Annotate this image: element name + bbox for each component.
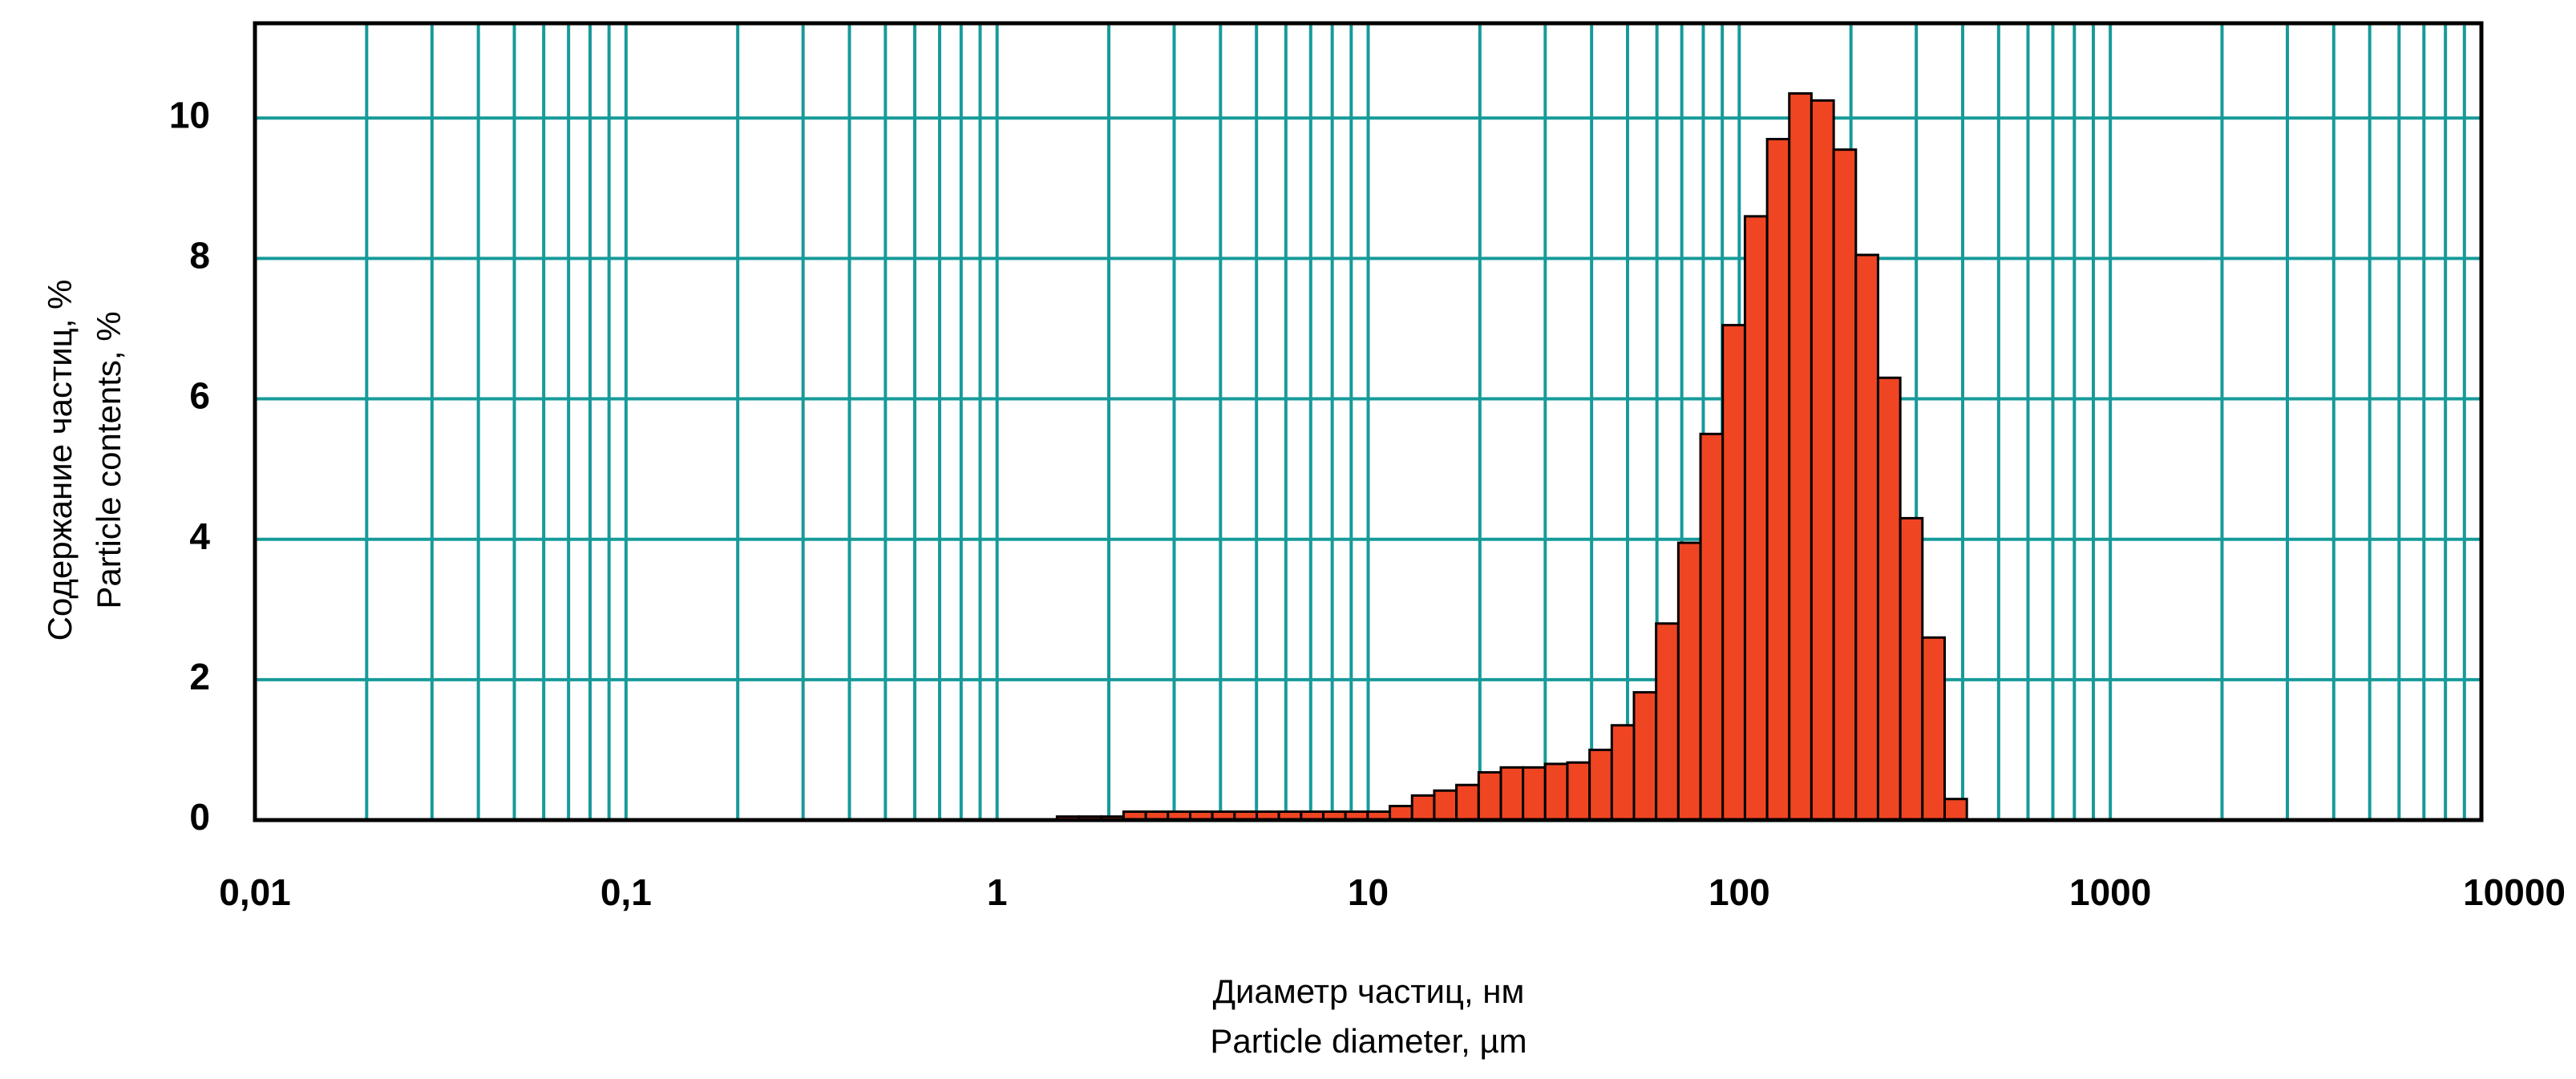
bar <box>1477 770 1502 822</box>
bar <box>1832 148 1858 822</box>
y-tick-label: 2 <box>189 656 210 697</box>
y-axis-title: Particle contents, % <box>90 311 127 608</box>
bar <box>1921 636 1947 822</box>
y-tick-label: 4 <box>189 515 210 557</box>
bar <box>1543 762 1569 822</box>
y-tick-label: 0 <box>189 796 210 838</box>
bar <box>1788 92 1813 822</box>
bar <box>1943 798 1968 822</box>
y-tick-label: 10 <box>169 94 210 135</box>
bar <box>1433 789 1458 822</box>
x-tick-label: 10000 <box>2463 871 2566 913</box>
x-tick-label: 0,01 <box>219 871 291 913</box>
x-tick-label: 10 <box>1348 871 1389 913</box>
bar <box>1610 724 1636 822</box>
x-tick-label: 1 <box>987 871 1008 913</box>
bar <box>1455 783 1480 822</box>
bar <box>1632 691 1658 822</box>
y-axis-title: Содержание частиц, % <box>41 280 79 641</box>
x-tick-label: 1000 <box>2069 871 2151 913</box>
bar <box>1876 376 1902 822</box>
bar <box>1810 99 1835 822</box>
bar <box>1655 622 1680 822</box>
bar <box>1389 804 1413 822</box>
bar <box>1743 215 1769 822</box>
x-axis-title: Particle diameter, µm <box>1210 1022 1527 1060</box>
bar <box>1676 541 1702 822</box>
bar <box>1899 516 1924 822</box>
x-tick-label: 100 <box>1709 871 1770 913</box>
bar <box>1699 432 1725 822</box>
y-tick-label: 6 <box>189 375 210 417</box>
bar <box>1499 766 1525 822</box>
bar <box>1566 761 1591 822</box>
x-tick-label: 0,1 <box>601 871 652 913</box>
bar <box>1522 766 1547 822</box>
bar <box>1410 794 1436 822</box>
bar <box>1588 748 1613 822</box>
x-axis-title: Диаметр частиц, нм <box>1213 972 1525 1010</box>
bar <box>1721 324 1746 822</box>
bar <box>1765 138 1791 822</box>
plot-frame <box>253 21 2484 822</box>
bar <box>1854 253 1879 822</box>
y-tick-label: 8 <box>189 235 210 277</box>
